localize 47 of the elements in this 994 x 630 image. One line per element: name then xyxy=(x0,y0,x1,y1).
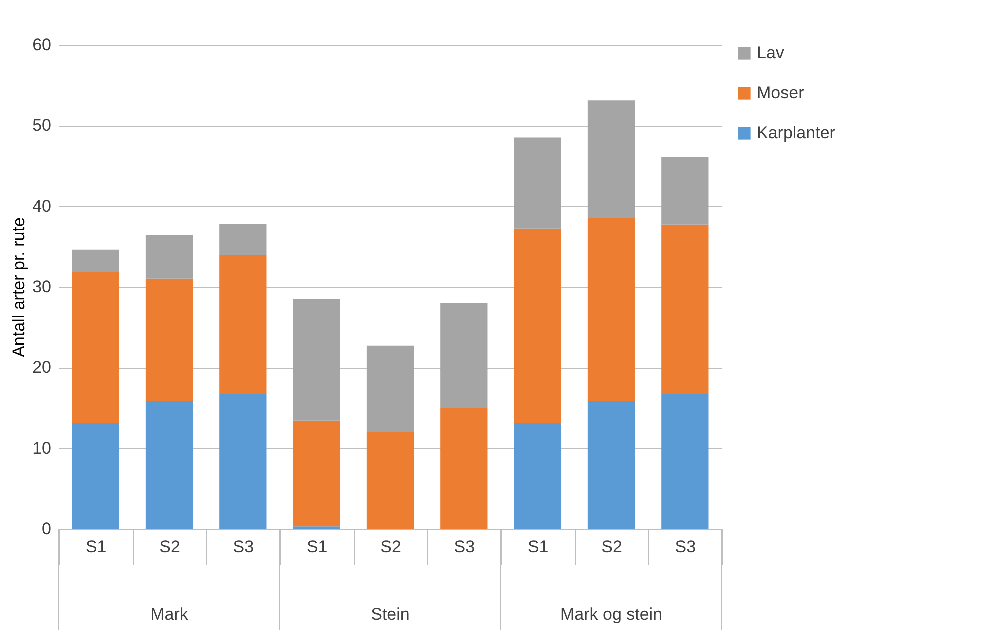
legend-label: Moser xyxy=(757,84,805,102)
bar xyxy=(514,138,562,229)
text: Stein xyxy=(371,605,410,624)
bar xyxy=(662,224,709,394)
bar xyxy=(366,346,414,432)
bar xyxy=(146,402,194,529)
bar xyxy=(72,272,120,424)
bar xyxy=(366,432,414,529)
y-tick-label: 40 xyxy=(32,196,52,216)
x-tick-label: S2 xyxy=(160,538,180,556)
bar xyxy=(72,423,120,529)
x-tick-label: S3 xyxy=(454,538,476,556)
y-tick-label: 60 xyxy=(32,36,52,54)
y-tick-label: 0 xyxy=(42,520,52,538)
x-tick-label: S2 xyxy=(380,538,402,556)
y-tick-label: 50 xyxy=(32,116,52,136)
bar xyxy=(588,402,636,529)
x-tick-label: S2 xyxy=(602,538,622,556)
bar xyxy=(220,394,267,529)
legend-label: Lav xyxy=(757,44,785,62)
bar xyxy=(220,256,267,394)
bar xyxy=(220,224,267,256)
y-axis-title: Antall arter pr. rute xyxy=(10,218,29,358)
x-tick-label: S1 xyxy=(528,538,549,556)
bar xyxy=(146,278,194,402)
bar xyxy=(662,157,709,225)
x-tick-label: S3 xyxy=(233,538,254,556)
bar xyxy=(72,250,120,272)
bar xyxy=(440,303,488,408)
bar xyxy=(588,218,636,402)
x-tick-label: S1 xyxy=(86,538,107,556)
text: Mark xyxy=(150,605,189,624)
legend-label: Karplanter xyxy=(757,124,836,142)
y-tick-label: 30 xyxy=(32,278,52,296)
bar xyxy=(588,100,636,218)
x-tick-label: S1 xyxy=(306,538,328,556)
bar xyxy=(514,228,562,424)
bar xyxy=(440,408,488,529)
y-tick-label: 20 xyxy=(32,358,52,378)
y-tick-label: 10 xyxy=(32,438,52,458)
bar xyxy=(514,423,562,529)
bar xyxy=(293,420,340,527)
text: Mark og stein xyxy=(560,605,663,624)
bar xyxy=(293,299,340,421)
bar xyxy=(146,235,194,279)
x-tick-label: S3 xyxy=(675,538,696,556)
bar xyxy=(662,394,709,529)
